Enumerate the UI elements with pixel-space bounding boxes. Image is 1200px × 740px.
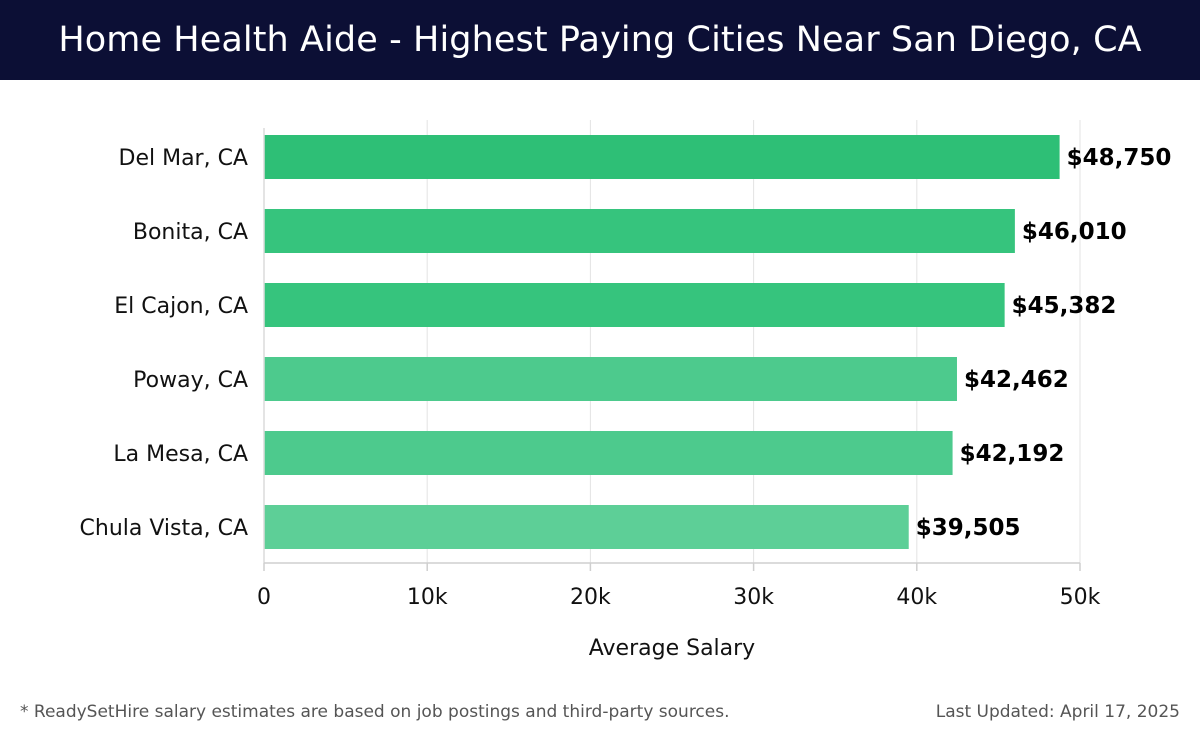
x-axis-label: Average Salary [589, 636, 755, 661]
bar-chart: Del Mar, CA $48,750 Bonita, CA $46,010 El Ca… [80, 120, 1172, 661]
category-label: Del Mar, CA [119, 146, 249, 171]
x-tick-label: 0 [257, 585, 271, 610]
value-label: $42,192 [960, 441, 1065, 467]
value-label: $42,462 [964, 367, 1069, 393]
bar [264, 135, 1060, 179]
bar [264, 357, 957, 401]
last-updated: Last Updated: April 17, 2025 [935, 702, 1180, 722]
x-tick-label: 40k [896, 585, 937, 610]
value-label: $45,382 [1012, 293, 1117, 319]
x-tick-label: 20k [570, 585, 611, 610]
value-label: $46,010 [1022, 219, 1127, 245]
bar [264, 431, 953, 475]
bar [264, 505, 909, 549]
x-tick-label: 10k [407, 585, 448, 610]
category-label: El Cajon, CA [114, 294, 248, 319]
category-label: La Mesa, CA [113, 442, 248, 467]
value-label: $48,750 [1067, 145, 1172, 171]
x-tick-label: 50k [1060, 585, 1101, 610]
category-label: Poway, CA [133, 368, 248, 393]
x-tick-label: 30k [733, 585, 774, 610]
bar [264, 283, 1005, 327]
header-bar: Home Health Aide - Highest Paying Cities… [0, 0, 1200, 80]
bar [264, 209, 1015, 253]
category-label: Bonita, CA [133, 220, 248, 245]
chart-title: Home Health Aide - Highest Paying Cities… [58, 20, 1142, 60]
category-label: Chula Vista, CA [80, 516, 248, 541]
footer-note: * ReadySetHire salary estimates are base… [20, 702, 730, 722]
value-label: $39,505 [916, 515, 1021, 541]
